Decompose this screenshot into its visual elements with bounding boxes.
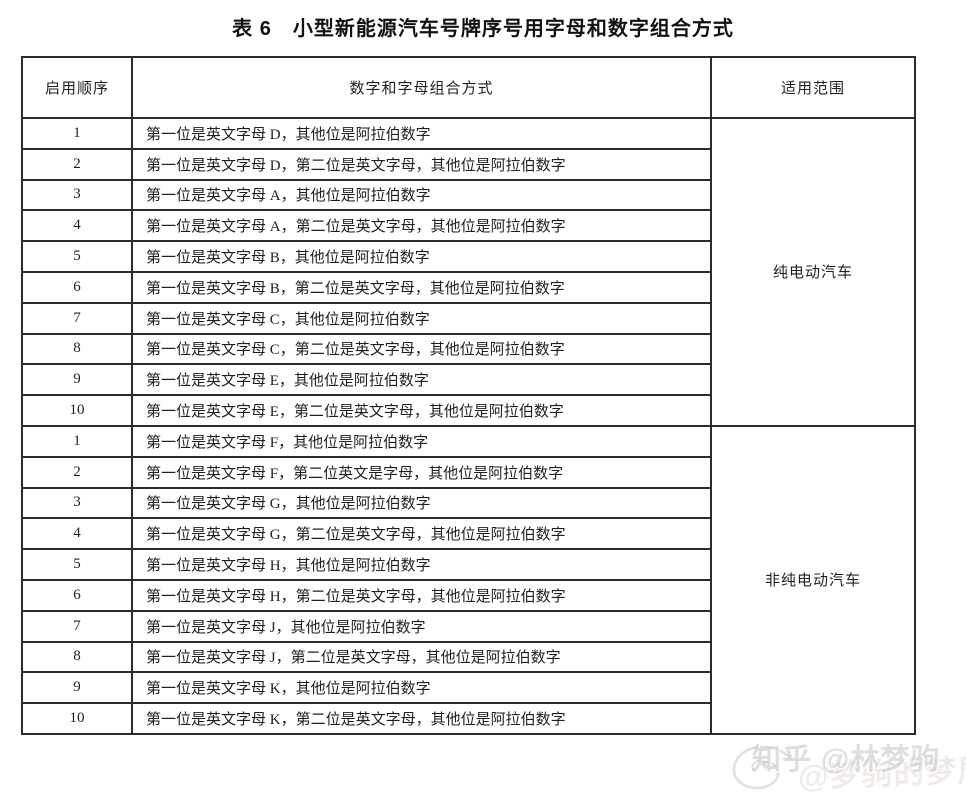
order-cell: 10 bbox=[21, 394, 133, 427]
table-row: 10 第一位是英文字母 E，第二位是英文字母，其他位是阿拉伯数字 bbox=[21, 394, 915, 427]
order-cell: 5 bbox=[21, 240, 133, 273]
combo-cell: 第一位是英文字母 C，其他位是阿拉伯数字 bbox=[131, 301, 712, 335]
table-row: 6 第一位是英文字母 H，第二位是英文字母，其他位是阿拉伯数字 bbox=[21, 578, 915, 612]
order-cell: 2 bbox=[21, 455, 133, 489]
scope-cell-non-pure-ev: 非纯电动汽车 bbox=[710, 424, 916, 735]
combo-cell: 第一位是英文字母 A，第二位是英文字母，其他位是阿拉伯数字 bbox=[131, 209, 712, 243]
zhihu-watermark: 知乎 @林梦驹 bbox=[752, 744, 941, 776]
combo-cell: 第一位是英文字母 G，其他位是阿拉伯数字 bbox=[131, 486, 712, 520]
combo-cell: 第一位是英文字母 J，第二位是英文字母，其他位是阿拉伯数字 bbox=[131, 640, 712, 674]
combo-cell: 第一位是英文字母 F，其他位是阿拉伯数字 bbox=[131, 424, 712, 458]
table-row: 1 第一位是英文字母 F，其他位是阿拉伯数字 非纯电动汽车 bbox=[21, 424, 916, 735]
order-cell: 4 bbox=[21, 517, 133, 551]
table-row: 3 第一位是英文字母 A，其他位是阿拉伯数字 bbox=[21, 178, 915, 212]
combo-cell: 第一位是英文字母 K，其他位是阿拉伯数字 bbox=[131, 671, 712, 705]
table-row: 6 第一位是英文字母 B，第二位是英文字母，其他位是阿拉伯数字 bbox=[21, 270, 915, 304]
table-row: 1 第一位是英文字母 D，其他位是阿拉伯数字 纯电动汽车 bbox=[21, 117, 916, 427]
table-row: 2 第一位是英文字母 D，第二位是英文字母，其他位是阿拉伯数字 bbox=[21, 147, 915, 181]
table-row: 8 第一位是英文字母 C，第二位是英文字母，其他位是阿拉伯数字 bbox=[21, 332, 915, 366]
table-header-row: 启用顺序 数字和字母组合方式 适用范围 bbox=[21, 56, 916, 119]
table-row: 5 第一位是英文字母 H，其他位是阿拉伯数字 bbox=[21, 548, 915, 581]
table-row: 7 第一位是英文字母 J，其他位是阿拉伯数字 bbox=[21, 609, 915, 643]
order-cell: 3 bbox=[21, 486, 133, 520]
order-cell: 1 bbox=[21, 117, 133, 150]
order-cell: 6 bbox=[21, 578, 133, 612]
table-row: 9 第一位是英文字母 K，其他位是阿拉伯数字 bbox=[21, 671, 915, 705]
table-row: 4 第一位是英文字母 G，第二位是英文字母，其他位是阿拉伯数字 bbox=[21, 517, 915, 551]
order-cell: 7 bbox=[21, 301, 133, 335]
order-cell: 4 bbox=[21, 209, 133, 243]
header-order: 启用顺序 bbox=[21, 56, 133, 119]
order-cell: 3 bbox=[21, 178, 133, 212]
order-cell: 7 bbox=[21, 609, 133, 643]
combo-cell: 第一位是英文字母 D，第二位是英文字母，其他位是阿拉伯数字 bbox=[131, 147, 712, 181]
order-cell: 5 bbox=[21, 548, 133, 581]
combo-cell: 第一位是英文字母 H，其他位是阿拉伯数字 bbox=[131, 548, 712, 581]
combo-cell: 第一位是英文字母 B，其他位是阿拉伯数字 bbox=[131, 240, 712, 273]
order-cell: 8 bbox=[21, 640, 133, 674]
page-title: 表 6 小型新能源汽车号牌序号用字母和数字组合方式 bbox=[232, 18, 734, 40]
header-scope: 适用范围 bbox=[710, 56, 916, 119]
table-row: 4 第一位是英文字母 A，第二位是英文字母，其他位是阿拉伯数字 bbox=[21, 209, 915, 243]
combo-cell: 第一位是英文字母 D，其他位是阿拉伯数字 bbox=[131, 117, 712, 150]
combo-cell: 第一位是英文字母 K，第二位是英文字母，其他位是阿拉伯数字 bbox=[131, 702, 712, 735]
table-row: 2 第一位是英文字母 F，第二位英文是字母，其他位是阿拉伯数字 bbox=[21, 455, 915, 489]
table-row: 10 第一位是英文字母 K，第二位是英文字母，其他位是阿拉伯数字 bbox=[21, 702, 915, 735]
order-cell: 10 bbox=[21, 702, 133, 735]
combo-cell: 第一位是英文字母 J，其他位是阿拉伯数字 bbox=[131, 609, 712, 643]
combo-cell: 第一位是英文字母 E，其他位是阿拉伯数字 bbox=[131, 363, 712, 397]
order-cell: 1 bbox=[21, 424, 133, 458]
plate-combination-table: 启用顺序 数字和字母组合方式 适用范围 1 第一位是英文字母 D，其他位是阿拉伯… bbox=[21, 56, 916, 735]
table-row: 3 第一位是英文字母 G，其他位是阿拉伯数字 bbox=[21, 486, 915, 520]
combo-cell: 第一位是英文字母 E，第二位是英文字母，其他位是阿拉伯数字 bbox=[131, 394, 712, 427]
combo-cell: 第一位是英文字母 B，第二位是英文字母，其他位是阿拉伯数字 bbox=[131, 270, 712, 304]
table-row: 7 第一位是英文字母 C，其他位是阿拉伯数字 bbox=[21, 301, 915, 335]
combo-cell: 第一位是英文字母 H，第二位是英文字母，其他位是阿拉伯数字 bbox=[131, 578, 712, 612]
combo-cell: 第一位是英文字母 F，第二位英文是字母，其他位是阿拉伯数字 bbox=[131, 455, 712, 489]
order-cell: 8 bbox=[21, 332, 133, 366]
order-cell: 9 bbox=[21, 671, 133, 705]
table-row: 8 第一位是英文字母 J，第二位是英文字母，其他位是阿拉伯数字 bbox=[21, 640, 915, 674]
order-cell: 6 bbox=[21, 270, 133, 304]
combo-cell: 第一位是英文字母 A，其他位是阿拉伯数字 bbox=[131, 178, 712, 212]
combo-cell: 第一位是英文字母 G，第二位是英文字母，其他位是阿拉伯数字 bbox=[131, 517, 712, 551]
order-cell: 2 bbox=[21, 147, 133, 181]
table-row: 5 第一位是英文字母 B，其他位是阿拉伯数字 bbox=[21, 240, 915, 273]
order-cell: 9 bbox=[21, 363, 133, 397]
spiral-doodle-icon bbox=[732, 745, 793, 790]
header-combo: 数字和字母组合方式 bbox=[131, 56, 712, 119]
combo-cell: 第一位是英文字母 C，第二位是英文字母，其他位是阿拉伯数字 bbox=[131, 332, 712, 366]
scope-cell-pure-ev: 纯电动汽车 bbox=[710, 117, 916, 427]
table-row: 9 第一位是英文字母 E，其他位是阿拉伯数字 bbox=[21, 363, 915, 397]
